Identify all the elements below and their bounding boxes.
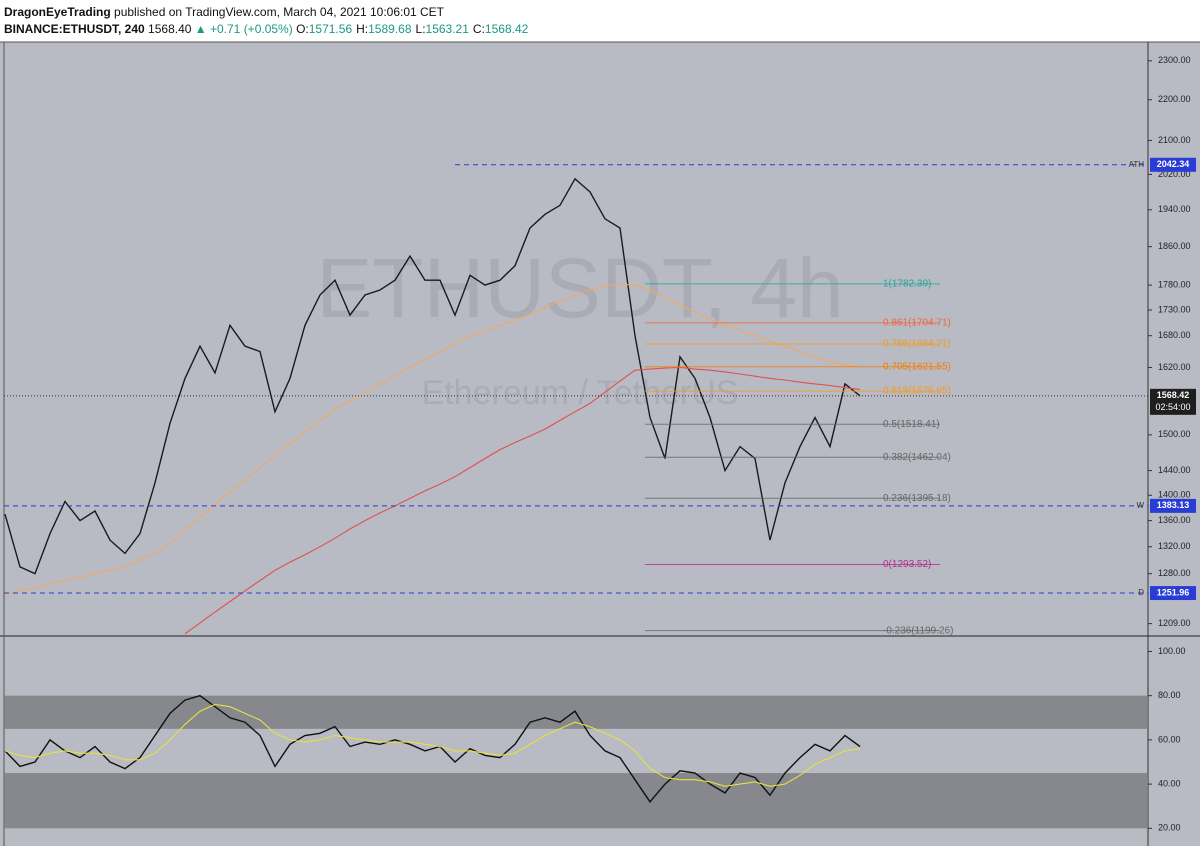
y-tick-label: 1780.00 — [1158, 279, 1191, 289]
y-tick-label: 1360.00 — [1158, 515, 1191, 525]
symbol-line: BINANCE:ETHUSDT, 240 1568.40 ▲ +0.71 (+0… — [4, 21, 532, 38]
ohlc-value: 1568.42 — [484, 22, 529, 36]
publish-line: DragonEyeTrading published on TradingVie… — [4, 4, 532, 21]
price-tag — [1150, 388, 1196, 415]
level-label: D — [1138, 588, 1144, 597]
band — [4, 773, 1148, 829]
series-line — [4, 694, 861, 803]
watermark: Ethereum / TetherUS — [422, 374, 739, 412]
header: DragonEyeTrading published on TradingVie… — [4, 4, 532, 38]
y-tick-label: 20.00 — [1158, 823, 1181, 833]
y-tick-label: 60.00 — [1158, 734, 1181, 744]
price-tag-label: 1251.96 — [1157, 587, 1190, 597]
ohlc: O:1571.56 H:1589.68 L:1563.21 C:1568.42 — [296, 22, 532, 36]
ohlc-key: O: — [296, 22, 309, 36]
y-tick-label: 1620.00 — [1158, 362, 1191, 372]
y-tick-label: 1860.00 — [1158, 241, 1191, 251]
watermark: ETHUSDT, 4h — [316, 241, 843, 335]
price-tag — [1150, 586, 1196, 601]
ohlc-key: C: — [472, 22, 485, 36]
countdown: 02:54:00 — [1155, 402, 1190, 412]
fib-label: 0.236(1395.18) — [883, 493, 951, 504]
series-line — [4, 177, 861, 575]
y-tick-label: 100.00 — [1158, 646, 1186, 656]
last: 1568.40 — [148, 22, 192, 36]
y-tick-label: 40.00 — [1158, 778, 1181, 788]
fib-label: -0.236(1199.26) — [883, 625, 953, 636]
y-tick-label: 1320.00 — [1158, 541, 1191, 551]
y-tick-label: 1280.00 — [1158, 568, 1191, 578]
y-tick-label: 1680.00 — [1158, 330, 1191, 340]
ohlc-value: 1563.21 — [425, 22, 469, 36]
level-label: ATH — [1129, 160, 1145, 169]
series-line — [184, 366, 861, 635]
ohlc-key: L: — [415, 22, 426, 36]
y-tick-label: 1730.00 — [1158, 304, 1191, 314]
price-tag-label: 2042.34 — [1157, 159, 1190, 169]
y-tick-label: 2020.00 — [1158, 169, 1191, 179]
series-line — [4, 283, 861, 595]
symbol: BINANCE:ETHUSDT, 240 — [4, 22, 145, 36]
y-tick-label: 1440.00 — [1158, 465, 1191, 475]
fib-label: 0.618(1576.95) — [883, 386, 951, 397]
fib-label: 0.382(1462.04) — [883, 452, 951, 463]
fib-label: 0.786(1664.21) — [883, 339, 951, 350]
author: DragonEyeTrading — [4, 5, 111, 19]
y-tick-label: 2100.00 — [1158, 135, 1191, 145]
y-tick-label: 1500.00 — [1158, 429, 1191, 439]
price-tag-label: 1568.42 — [1157, 390, 1190, 400]
ohlc-value: 1589.68 — [368, 22, 412, 36]
fib-label: 0(1293.52) — [883, 559, 931, 570]
y-tick-label: 1940.00 — [1158, 204, 1191, 214]
ohlc-key: H: — [356, 22, 369, 36]
fib-label: 0.705(1621.55) — [883, 361, 951, 372]
y-tick-label: 80.00 — [1158, 690, 1181, 700]
price-tag — [1150, 498, 1196, 513]
ohlc-value: 1571.56 — [308, 22, 353, 36]
fib-label: 0.5(1518.41) — [883, 419, 940, 430]
level-label: W — [1136, 501, 1144, 510]
published: published on TradingView.com, March 04, … — [114, 5, 445, 19]
y-tick-label: 1209.00 — [1158, 618, 1191, 628]
change: ▲ +0.71 (+0.05%) — [194, 22, 293, 36]
price-tag — [1150, 157, 1196, 172]
price-tag-label: 1383.13 — [1157, 500, 1190, 510]
y-tick-label: 1400.00 — [1158, 490, 1191, 500]
series-line — [4, 703, 861, 787]
fib-label: 1(1782.39) — [883, 279, 931, 290]
fib-label: 0.861(1704.71) — [883, 318, 951, 329]
y-tick-label: 2300.00 — [1158, 55, 1191, 65]
y-tick-label: 2200.00 — [1158, 94, 1191, 104]
